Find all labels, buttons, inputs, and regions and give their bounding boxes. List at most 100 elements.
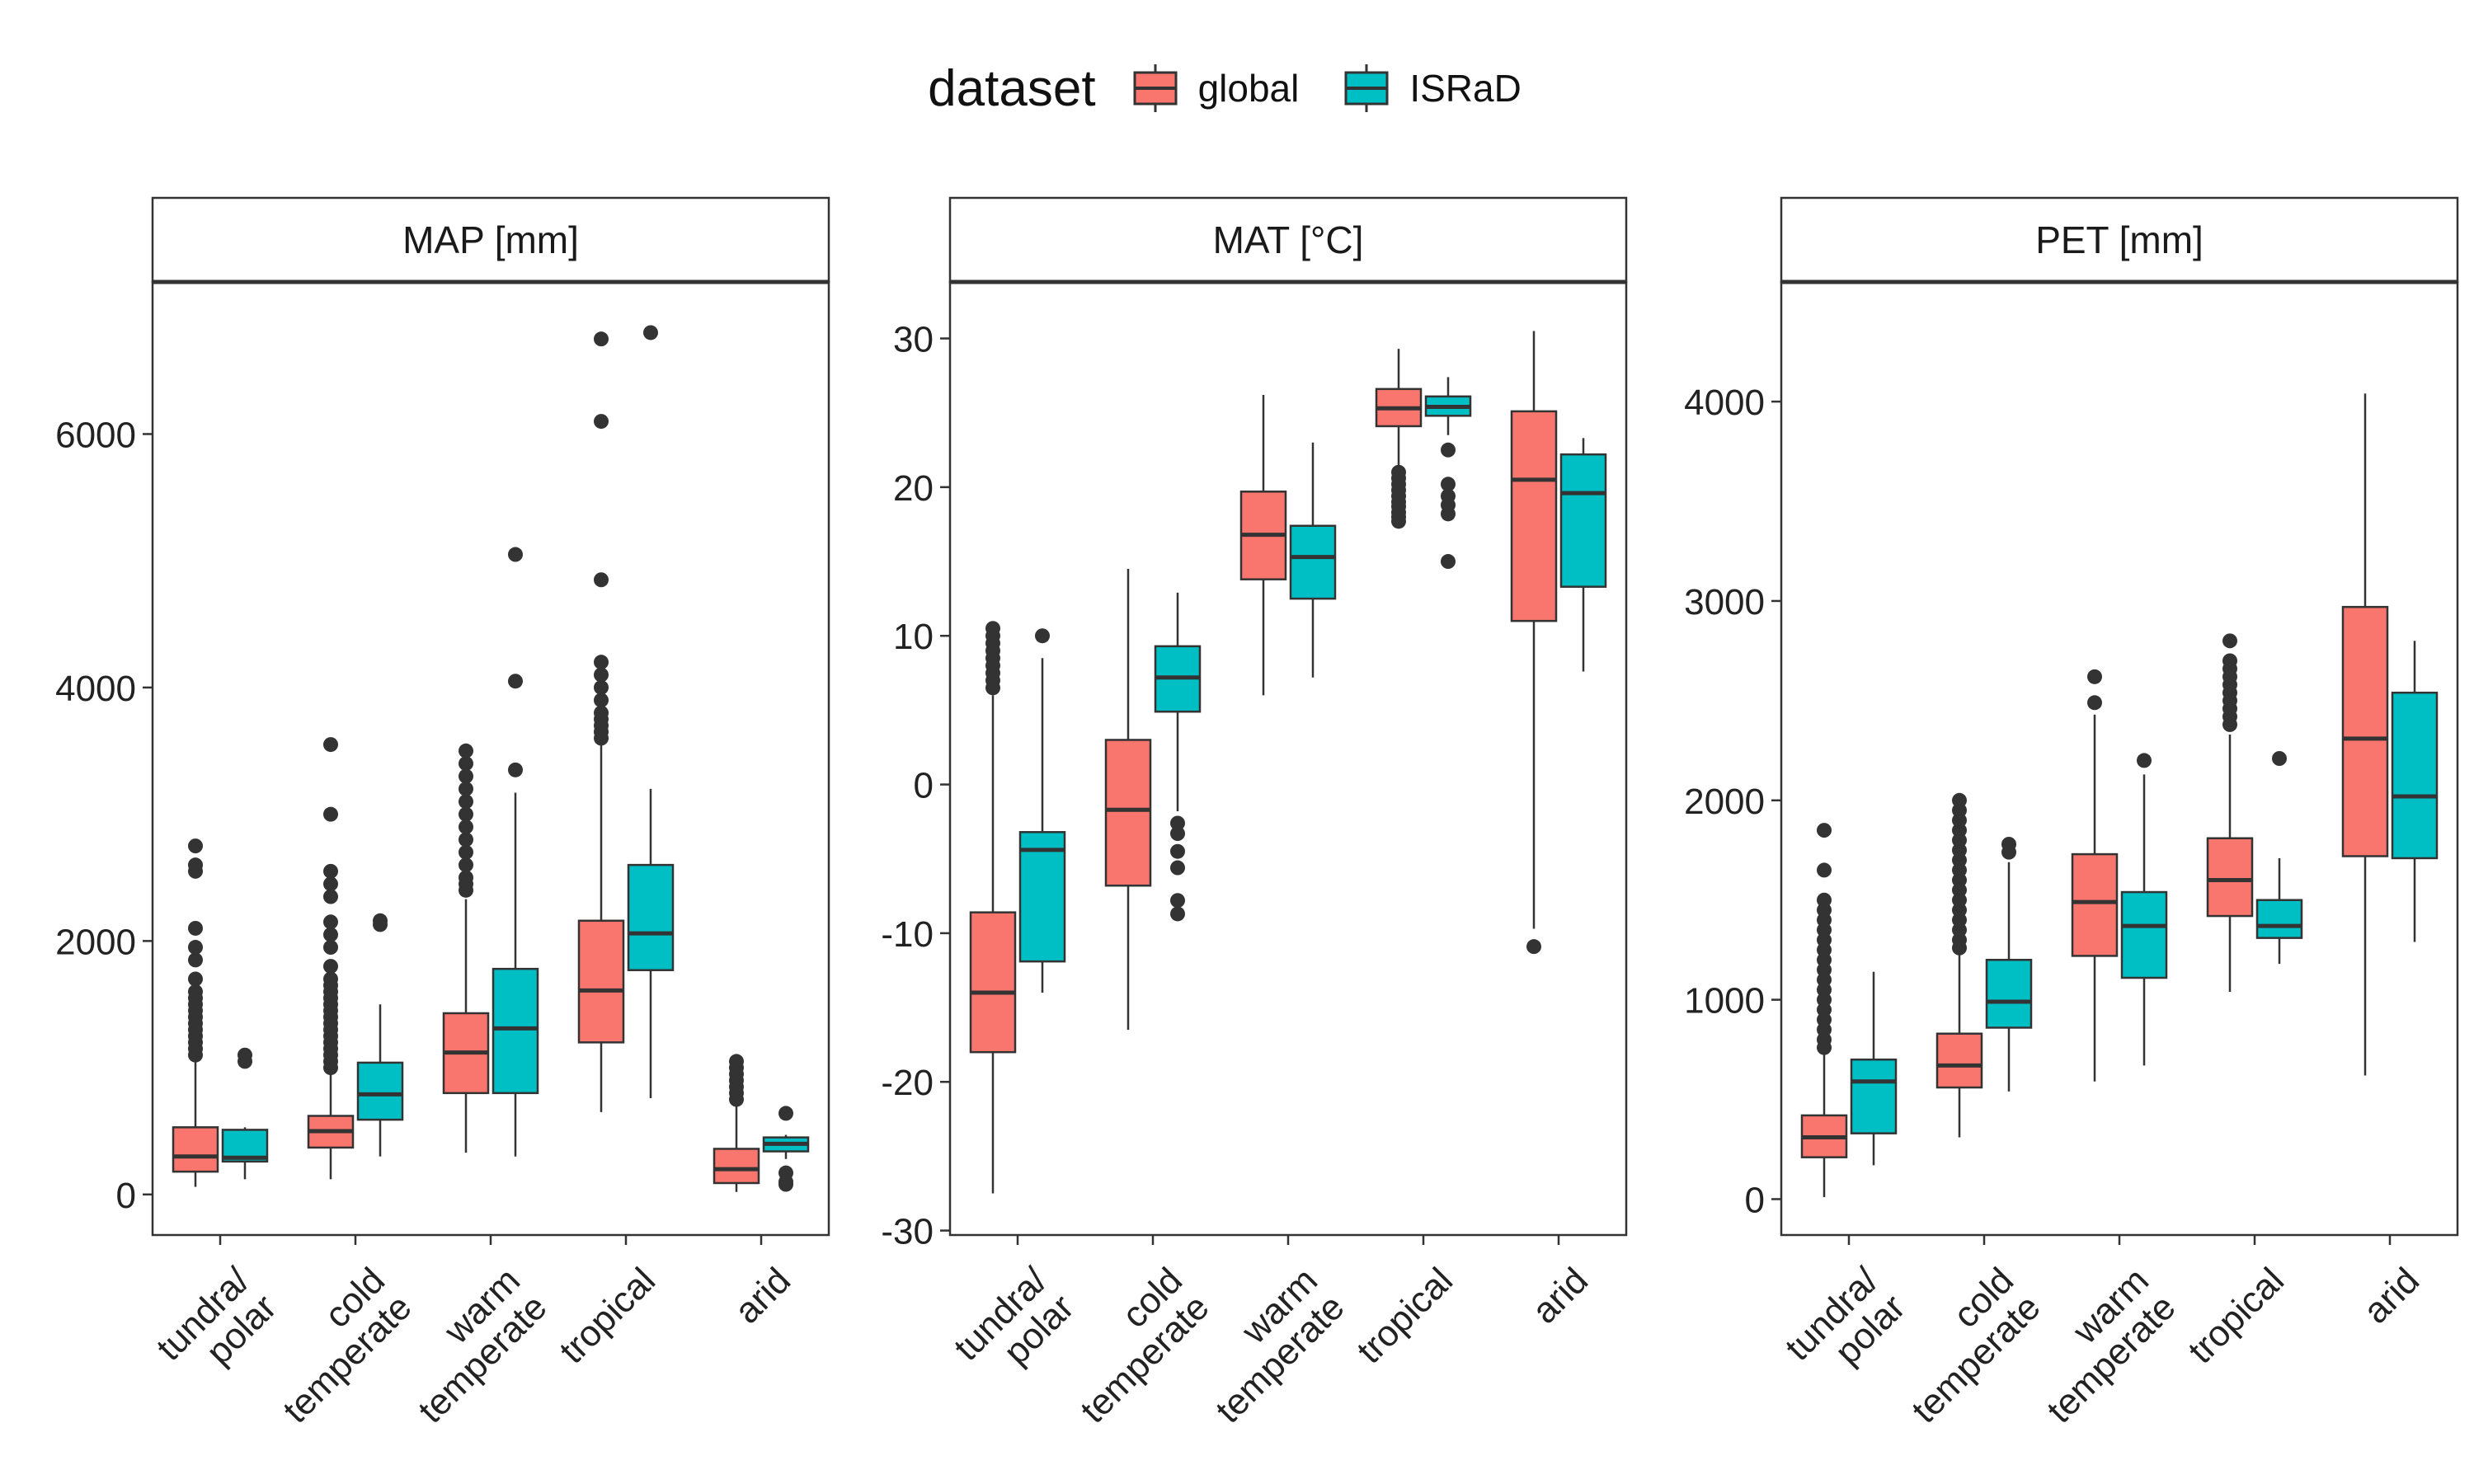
box-global-arid [2341,393,2389,1076]
outlier-point [1526,939,1541,955]
outlier-point [459,832,473,848]
outlier-point [594,667,609,683]
x-category-label: tropical [552,1260,663,1371]
box-israd-cold_temperate [1154,592,1202,922]
outlier-point [323,971,338,987]
box-iqr [492,967,539,1095]
x-category-label: warmtemperate [2012,1260,2183,1430]
outlier-point [238,1047,252,1063]
box-israd-arid [2391,641,2439,942]
y-tick-label: 2000 [55,922,136,962]
box-israd-cold_temperate [1985,836,2033,1092]
x-category-label-line: arid [727,1260,799,1331]
x-category-label: tundra/polar [1778,1260,1914,1396]
x-category-label-line: arid [1525,1260,1597,1331]
box-global-cold_temperate [1104,569,1152,1031]
x-category-label-line: tropical [1349,1260,1460,1371]
outlier-point [459,857,473,873]
box-israd-tundra_polar [221,1047,269,1180]
x-category-label: arid [727,1260,799,1331]
legend: dataset global ISRaD [0,51,2474,125]
x-category-label: warmtemperate [383,1260,554,1430]
outlier-point [985,621,1000,636]
outlier-point [459,781,473,796]
x-category-label: tropical [1349,1260,1460,1371]
y-tick-label: 6000 [55,415,136,455]
panel-title: PET [mm] [2035,218,2204,261]
outlier-point [188,971,203,987]
box-global-arid [1510,331,1558,955]
outlier-point [188,952,203,968]
box-israd-tropical [1424,377,1472,570]
y-tick-label: 4000 [55,669,136,709]
outlier-point [323,876,338,892]
outlier-point [1170,906,1185,922]
box-iqr [1104,739,1152,887]
box-israd-cold_temperate [356,913,404,1157]
outlier-point [1441,477,1456,492]
outlier-point [1170,815,1185,831]
y-tick-label: -20 [881,1063,934,1103]
outlier-point [373,913,388,928]
outlier-point [508,762,523,777]
outlier-point [2087,669,2102,684]
outlier-point [594,705,609,721]
outlier-point [1170,826,1185,842]
outlier-point [1170,893,1185,909]
outlier-point [323,737,338,753]
outlier-point [459,756,473,772]
outlier-point [1441,442,1456,458]
panel-strip [948,196,1628,284]
box-israd-tropical [2255,751,2303,965]
box-global-warm_temperate [2071,669,2119,1082]
legend-title: dataset [928,59,1096,117]
box-global-arid [713,1054,760,1192]
legend-item-global: global [1131,63,1299,114]
outlier-point [323,806,338,822]
outlier-point [1170,860,1185,876]
y-tick-label: 4000 [1684,383,1765,423]
outlier-point [2137,753,2152,768]
box-iqr [356,1061,404,1121]
outlier-point [2222,653,2237,669]
y-tick-label: 10 [893,617,934,657]
box-global-cold_temperate [1935,792,1983,1138]
outlier-point [594,572,609,588]
box-israd-tundra_polar [1850,971,1898,1166]
outlier-point [1170,843,1185,859]
outlier-point [1391,464,1406,480]
legend-key-israd [1344,64,1389,112]
outlier-point [188,920,203,936]
outlier-point [459,844,473,860]
box-iqr [969,911,1017,1054]
box-iqr [1289,524,1337,600]
outlier-point [323,940,338,956]
panel-strip [151,196,830,284]
x-category-label-line: arid [2356,1260,2428,1331]
outlier-point [643,325,658,340]
legend-key-global [1133,64,1178,112]
box-israd-warm_temperate [492,547,539,1157]
box-global-tropical [2206,633,2254,992]
box-global-tropical [577,331,625,1112]
box-global-warm_temperate [1239,395,1287,696]
y-tick-label: 0 [1745,1180,1765,1220]
outlier-point [2272,751,2287,766]
box-iqr [1850,1058,1898,1134]
box-global-cold_temperate [307,737,355,1180]
x-category-label: tropical [2180,1260,2292,1371]
outlier-point [1441,488,1456,504]
outlier-point [594,331,609,347]
panel-0: MAP [mm] 0 2000 4000 6000 tundra/polar coldtem… [55,196,830,1431]
outlier-point [459,743,473,758]
outlier-point [508,547,523,562]
outlier-point [188,838,203,854]
box-israd-tropical [627,325,675,1098]
box-iqr [1935,1032,1983,1089]
box-israd-warm_temperate [2120,753,2168,1066]
box-iqr [2120,890,2168,979]
panel-title: MAP [mm] [402,218,579,261]
outlier-point [1952,792,1967,808]
y-tick-label: 0 [116,1176,136,1216]
